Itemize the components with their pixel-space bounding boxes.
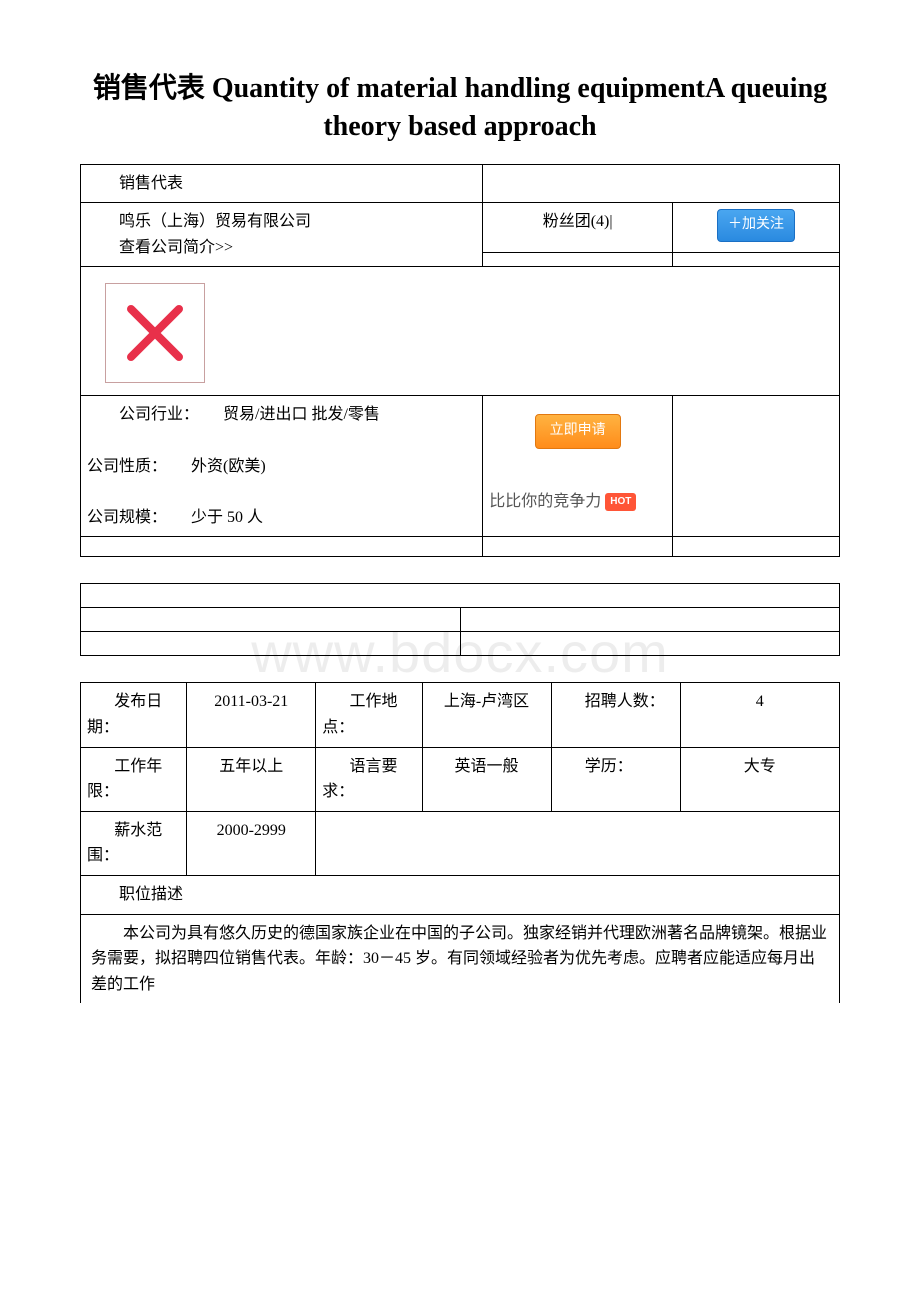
publish-date-label: 发布日期：: [81, 683, 187, 747]
experience-label: 工作年限：: [81, 747, 187, 811]
action-spacer: [673, 396, 840, 537]
description-heading: 职位描述: [87, 882, 833, 908]
industry-value: 贸易/进出口 批发/零售: [223, 406, 380, 423]
size-label: 公司规模：: [87, 509, 167, 526]
nature-label: 公司性质：: [87, 458, 167, 475]
headcount-value: 4: [680, 683, 839, 747]
fans-group-link[interactable]: 粉丝团(4)|: [543, 213, 613, 230]
spacer-cell: [460, 608, 840, 632]
view-profile-link[interactable]: 查看公司简介>>: [119, 239, 233, 256]
job-title-cell: 销售代表: [81, 164, 483, 203]
header-spacer: [483, 164, 840, 203]
footer-c: [673, 537, 840, 557]
image-placeholder-cell: [81, 267, 840, 396]
size-value: 少于 50 人: [191, 509, 263, 526]
experience-value: 五年以上: [187, 747, 316, 811]
spacer-cell: [81, 608, 461, 632]
education-value: 大专: [680, 747, 839, 811]
headcount-label: 招聘人数：: [551, 683, 680, 747]
header-table: 销售代表 鸣乐（上海）贸易有限公司 查看公司简介>> 粉丝团(4)| ＋加关注: [80, 164, 840, 558]
title-cn: 销售代表: [93, 73, 205, 104]
publish-date-value: 2011-03-21: [187, 683, 316, 747]
salary-value: 2000-2999: [187, 811, 316, 875]
company-name-cell: 鸣乐（上海）贸易有限公司 查看公司简介>>: [81, 203, 483, 267]
education-label: 学历：: [551, 747, 680, 811]
salary-label: 薪水范围：: [81, 811, 187, 875]
blank-a: [483, 253, 673, 267]
fans-cell: 粉丝团(4)|: [483, 203, 673, 253]
spacer-table: [80, 583, 840, 656]
follow-cell: ＋加关注: [673, 203, 840, 253]
compare-link[interactable]: 比比你的竞争力: [489, 493, 601, 510]
hot-badge: HOT: [605, 493, 636, 511]
spacer-cell: [81, 632, 461, 656]
company-name: 鸣乐（上海）贸易有限公司: [87, 209, 476, 235]
work-location-label: 工作地点：: [316, 683, 422, 747]
spacer-cell: [460, 632, 840, 656]
footer-b: [483, 537, 673, 557]
work-location-value: 上海-卢湾区: [422, 683, 551, 747]
page-title: 销售代表 Quantity of material handling equip…: [80, 70, 840, 146]
language-value: 英语一般: [422, 747, 551, 811]
title-en: Quantity of material handling equipmentA…: [212, 73, 827, 142]
description-heading-cell: 职位描述: [81, 875, 840, 914]
job-title: 销售代表: [87, 171, 476, 197]
salary-spacer: [316, 811, 840, 875]
action-cell: 立即申请 比比你的竞争力 HOT: [483, 396, 673, 537]
footer-a: [81, 537, 483, 557]
follow-button[interactable]: ＋加关注: [717, 209, 795, 241]
details-table: 发布日期： 2011-03-21 工作地点： 上海-卢湾区 招聘人数： 4 工作…: [80, 682, 840, 1003]
description-body: 本公司为具有悠久历史的德国家族企业在中国的子公司。独家经销并代理欧洲著名品牌镜架…: [91, 921, 829, 998]
industry-label: 公司行业：: [119, 406, 199, 423]
spacer-row: [81, 584, 840, 608]
apply-button[interactable]: 立即申请: [535, 414, 621, 448]
missing-image-icon: [105, 283, 205, 383]
language-label: 语言要求：: [316, 747, 422, 811]
company-info-cell: 公司行业： 贸易/进出口 批发/零售 公司性质： 外资(欧美) 公司规模： 少于…: [81, 396, 483, 537]
nature-value: 外资(欧美): [191, 458, 266, 475]
blank-b: [673, 253, 840, 267]
description-body-cell: 本公司为具有悠久历史的德国家族企业在中国的子公司。独家经销并代理欧洲著名品牌镜架…: [81, 914, 840, 1003]
